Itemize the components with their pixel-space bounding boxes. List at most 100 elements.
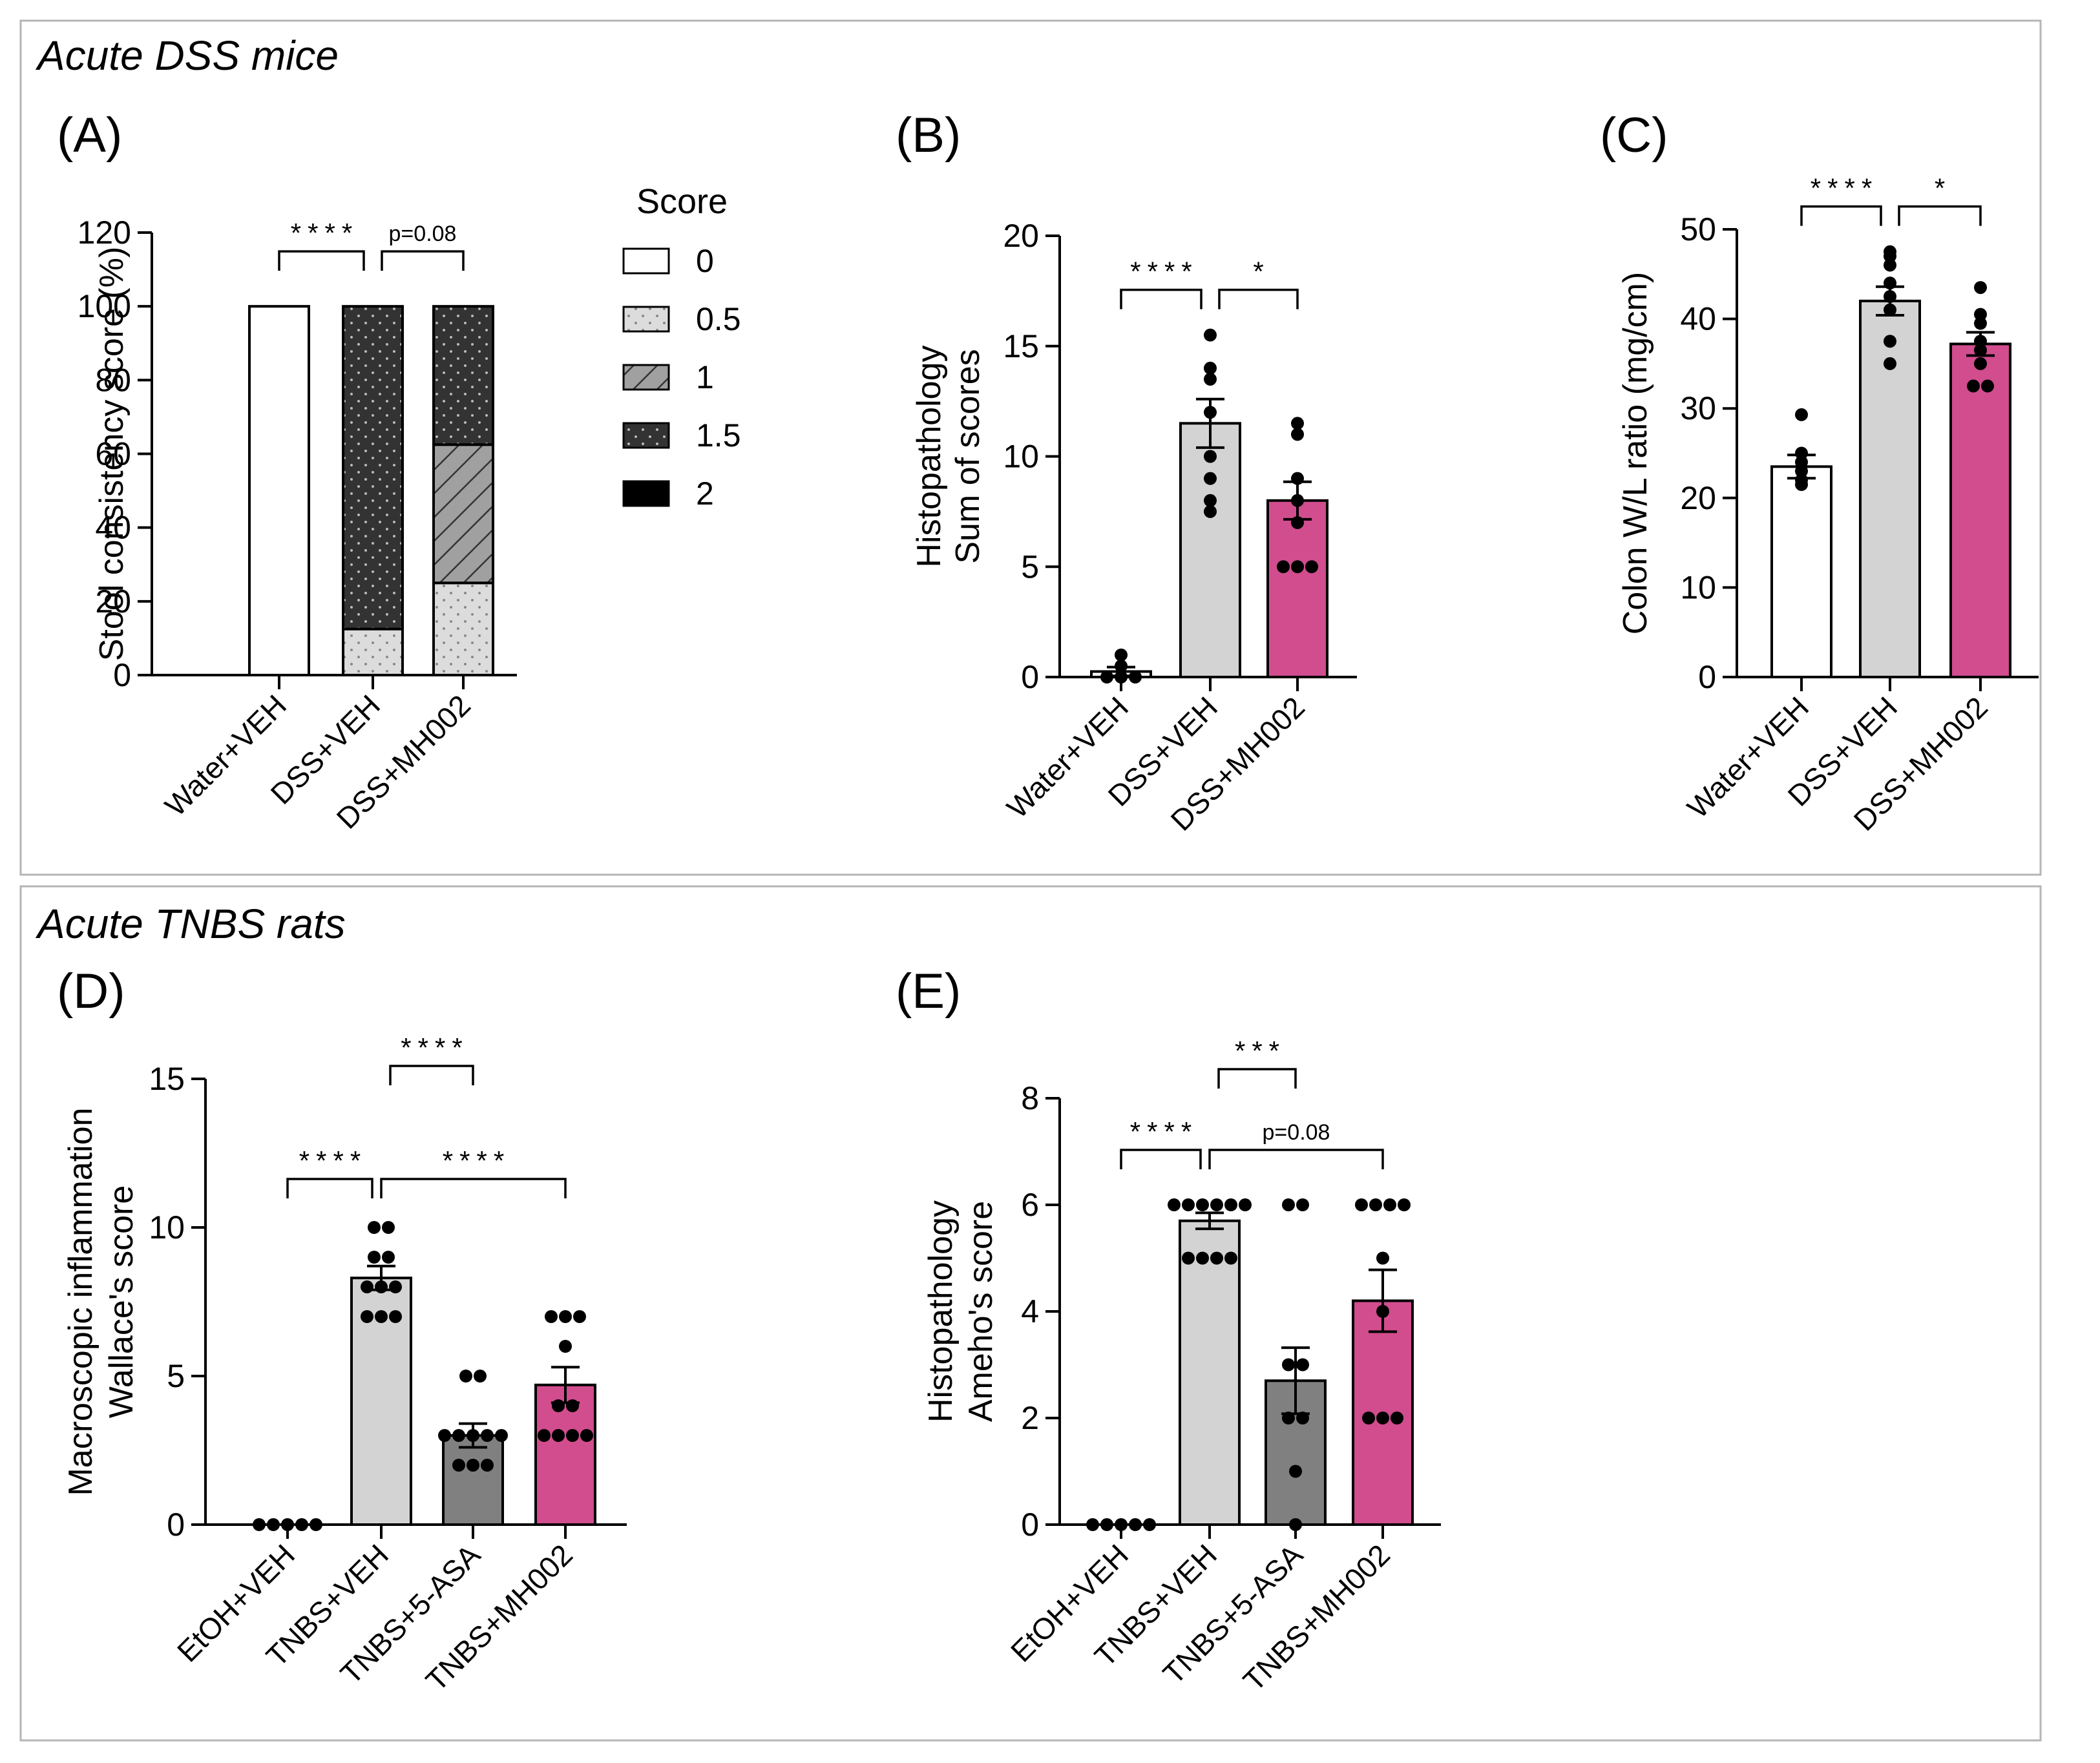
data-point <box>552 1429 565 1442</box>
significance-label: **** <box>1130 256 1198 287</box>
data-point <box>1291 472 1304 485</box>
data-point <box>452 1429 465 1442</box>
data-point <box>1182 1251 1195 1265</box>
y-tick-label: 60 <box>95 436 131 472</box>
data-point <box>1129 1518 1142 1531</box>
data-point <box>1369 1198 1382 1211</box>
data-point <box>1974 357 1987 370</box>
data-point <box>538 1429 551 1442</box>
data-point <box>1884 289 1896 303</box>
data-point <box>1196 1251 1209 1265</box>
data-point <box>382 1221 395 1234</box>
data-point <box>1289 1518 1302 1531</box>
section-frame-top <box>19 19 2042 876</box>
data-point <box>1974 281 1987 295</box>
significance-label: *** <box>1235 1036 1286 1066</box>
x-tick-label: Water+VEH <box>1681 690 1815 824</box>
data-point <box>552 1399 565 1412</box>
data-point <box>1168 1198 1181 1211</box>
data-point <box>545 1310 558 1323</box>
y-axis-label: Sum of scores <box>949 349 987 563</box>
data-point <box>361 1280 373 1293</box>
data-point <box>1884 276 1896 290</box>
data-point <box>1795 408 1808 421</box>
significance-label: **** <box>291 218 359 248</box>
bar <box>534 1383 596 1527</box>
significance-label: **** <box>443 1145 510 1176</box>
y-tick-label: 20 <box>1680 480 1716 516</box>
data-point <box>1204 372 1217 386</box>
data-point <box>1129 671 1142 683</box>
y-tick-label: 6 <box>1021 1187 1039 1223</box>
data-point <box>253 1518 266 1531</box>
data-point <box>382 1251 395 1264</box>
panel-label: (B) <box>896 108 961 163</box>
data-point <box>1282 1198 1295 1211</box>
data-point <box>1296 1358 1309 1372</box>
data-point <box>375 1310 388 1323</box>
data-point <box>1884 303 1896 317</box>
legend-swatch <box>622 306 670 333</box>
x-tick-label: TNBS+MH002 <box>1237 1538 1396 1697</box>
y-axis-label: Wallace's score <box>103 1185 140 1419</box>
x-tick-label: Water+VEH <box>158 688 293 822</box>
data-point <box>559 1310 572 1323</box>
y-tick-label: 2 <box>1021 1400 1039 1436</box>
significance-label: **** <box>401 1032 468 1063</box>
y-axis-label: Histopathology <box>922 1200 960 1423</box>
data-point <box>1115 671 1128 683</box>
section-title-top: Acute DSS mice <box>35 32 339 79</box>
data-point <box>1376 1305 1389 1318</box>
y-axis-label: Macroscopic inflammation <box>62 1107 100 1496</box>
significance-bracket <box>286 1178 373 1198</box>
data-point <box>1795 464 1808 478</box>
data-point <box>1204 406 1217 419</box>
y-tick-label: 15 <box>149 1061 185 1097</box>
data-point <box>1355 1198 1368 1211</box>
data-point <box>1086 1518 1099 1531</box>
data-point <box>1974 317 1987 330</box>
data-point <box>1383 1198 1396 1211</box>
data-point <box>1115 648 1128 662</box>
data-point <box>452 1459 465 1472</box>
data-point <box>1291 516 1304 529</box>
data-point <box>1296 1412 1309 1424</box>
stack-segment <box>342 305 404 631</box>
significance-label: **** <box>299 1145 367 1176</box>
y-tick-label: 0 <box>1021 1507 1039 1543</box>
y-axis-label: Colon W/L ratio (mg/cm) <box>1617 272 1654 635</box>
significance-label: **** <box>1130 1116 1198 1147</box>
data-point <box>389 1280 402 1293</box>
legend-label: 0.5 <box>696 301 741 337</box>
significance-bracket <box>1898 205 1982 226</box>
data-point <box>1210 1198 1223 1211</box>
data-point <box>1291 417 1304 430</box>
data-point <box>1296 1198 1309 1211</box>
data-point <box>1282 1358 1295 1372</box>
data-point <box>1204 472 1217 485</box>
y-axis-label: Ameho's score <box>962 1201 1000 1422</box>
data-point <box>1398 1198 1411 1211</box>
data-point <box>559 1340 572 1353</box>
data-point <box>1376 1251 1389 1265</box>
significance-label: p=0.08 <box>389 222 457 246</box>
significance-bracket <box>1218 288 1299 309</box>
significance-label: * <box>1253 256 1270 287</box>
panel-label: (D) <box>57 964 125 1019</box>
legend-swatch <box>622 247 670 275</box>
data-point <box>1204 494 1217 507</box>
panel-label: (A) <box>57 108 122 163</box>
data-point <box>389 1310 402 1323</box>
data-point <box>361 1310 373 1323</box>
data-point <box>1282 1412 1295 1424</box>
data-point <box>1100 1518 1113 1531</box>
y-tick-label: 4 <box>1021 1293 1039 1330</box>
y-axis-label: Histopathology <box>910 346 948 568</box>
data-point <box>1291 428 1304 441</box>
data-point <box>1196 1198 1209 1211</box>
panel-label: (C) <box>1600 108 1668 163</box>
data-point <box>368 1251 381 1264</box>
data-point <box>1967 379 1980 393</box>
